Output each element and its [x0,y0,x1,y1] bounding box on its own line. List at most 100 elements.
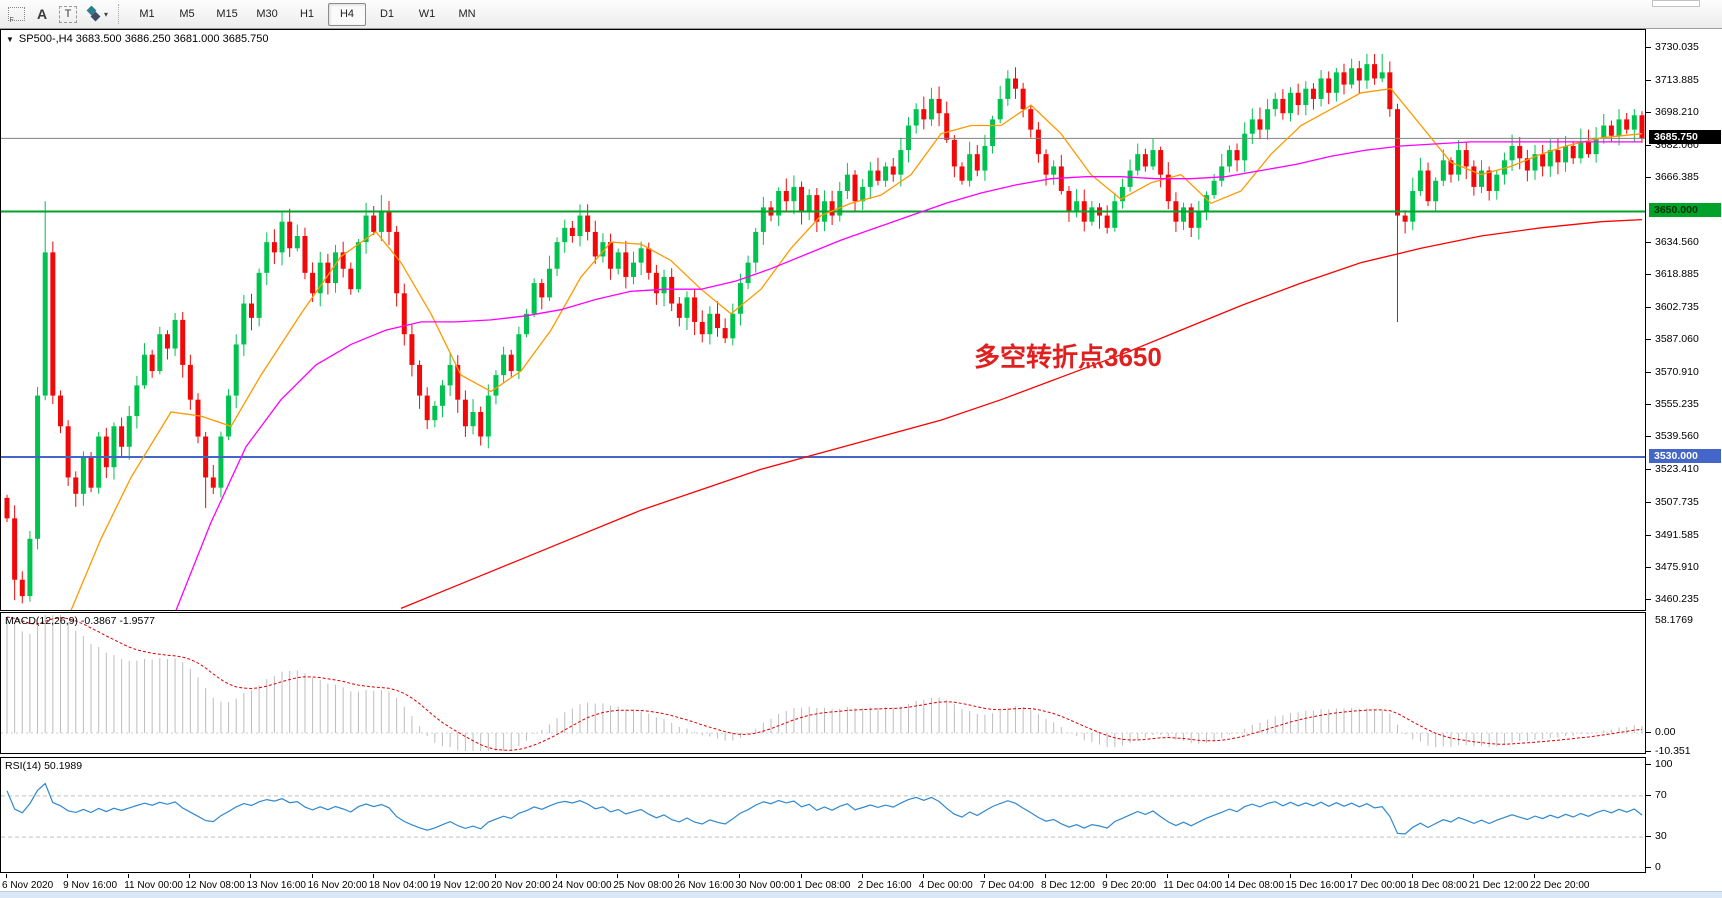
rsi-canvas[interactable] [1,758,1645,872]
price-axis-value: 3666.385 [1655,170,1699,183]
rsi-axis-tick [1646,764,1651,765]
macd-panel: MACD(12,26,9) -0.3867 -1.9577 [0,612,1646,754]
macd-label: MACD(12,26,9) -0.3867 -1.9577 [5,615,155,627]
price-axis-value: 3555.235 [1655,398,1699,411]
time-axis-tick [1167,874,1169,878]
price-axis-value: 3618.885 [1655,268,1699,281]
toolbar: F A T ▾ M1 M5 M15 M30 H1 H4 D1 W1 MN [0,0,1722,29]
medium-ma-line [175,141,1642,610]
level-price-badge: 3530.000 [1649,448,1721,463]
rsi-panel: RSI(14) 50.1989 [0,757,1646,873]
time-axis-value: 18 Nov 04:00 [368,880,429,891]
price-axis-tick [1646,404,1651,406]
symbol-ohlc-title: SP500-,H4 3683.500 3686.250 3681.000 368… [18,33,269,45]
dropdown-caret-icon: ▾ [104,9,109,19]
timeframe-button-m15[interactable]: M15 [216,8,238,20]
timeframe-button-h4[interactable]: H4 [328,2,367,26]
macd-axis-tick [1646,732,1651,733]
price-axis-tick [1646,46,1651,48]
timeframe-button-m5[interactable]: M5 [179,8,195,20]
shapes-dropdown-icon[interactable]: ▾ [84,3,108,25]
price-axis-tick [1646,372,1651,374]
price-axis-value: 3491.585 [1655,528,1699,541]
price-axis-tick [1646,469,1651,471]
time-axis-tick [1534,874,1535,878]
time-axis-value: 9 Nov 16:00 [63,880,118,891]
fast-ma-line [70,88,1643,610]
time-axis-value: 11 Nov 00:00 [124,880,183,891]
time-axis-tick [1106,874,1108,878]
time-axis-value: 14 Dec 08:00 [1224,880,1284,891]
time-axis-value: 2 Dec 16:00 [857,880,912,891]
chart-header: ▼ SP500-,H4 3683.500 3686.250 3681.000 3… [6,33,268,45]
text-label-icon[interactable]: T [58,3,78,25]
time-axis-value: 11 Dec 04:00 [1163,880,1223,891]
price-axis-value: 3539.560 [1655,430,1699,443]
time-axis-value: 13 Nov 16:00 [246,880,306,891]
macd-axis-tick [1646,751,1651,752]
time-axis-tick [1411,874,1413,878]
price-axis-value: 3523.410 [1655,463,1699,476]
rsi-axis-value: 100 [1655,758,1673,770]
current-price-badge: 3685.750 [1649,130,1721,145]
timeframe-button-w1[interactable]: W1 [418,8,436,20]
symbol-dropdown-icon[interactable]: ▼ [6,34,14,44]
font-icon[interactable]: A [36,6,48,22]
macd-canvas[interactable] [1,613,1645,753]
price-axis-value: 3587.060 [1655,333,1699,346]
time-axis-tick [372,874,374,878]
price-axis-tick [1646,176,1651,178]
price-axis-tick [1646,242,1651,244]
time-axis-tick [1472,874,1474,878]
chart-grip-f-letter: F [9,17,14,24]
rsi-label: RSI(14) 50.1989 [5,760,83,772]
time-axis-tick [1045,874,1047,878]
time-axis-value: 8 Dec 12:00 [1041,880,1095,891]
time-axis-tick [739,874,741,878]
price-axis[interactable]: 3730.035 3713.885 3698.210 3682.060 3666.385… [1646,29,1722,874]
time-axis-tick [250,874,252,878]
time-axis-tick [556,874,558,878]
time-axis-value: 30 Nov 00:00 [735,880,795,891]
time-axis-value: 25 Nov 08:00 [613,880,673,891]
time-axis-tick [189,874,191,878]
price-axis-tick [1646,436,1651,438]
price-chart-panel: ▼ SP500-,H4 3683.500 3686.250 3681.000 3… [0,29,1646,611]
price-axis-value: 3570.910 [1655,366,1699,379]
time-axis-value: 17 Dec 00:00 [1346,880,1407,891]
price-chart-canvas[interactable] [1,30,1645,610]
time-axis-value: 20 Nov 20:00 [490,880,551,891]
timeframe-button-m1[interactable]: M1 [139,8,155,20]
time-axis-value: 15 Dec 16:00 [1285,880,1346,891]
timeframe-button-m30[interactable]: M30 [256,8,278,20]
time-axis-value: 22 Dec 20:00 [1530,880,1590,891]
window-corner-fragment [1652,0,1700,7]
timeframe-button-h1[interactable]: H1 [299,8,315,20]
time-axis-value: 6 Nov 2020 [2,880,54,891]
rsi-axis-tick [1646,794,1651,796]
time-axis-tick [1350,874,1352,878]
time-axis-value: 26 Nov 16:00 [674,880,734,891]
time-axis-value: 21 Dec 12:00 [1468,880,1529,891]
timeframe-button-d1[interactable]: D1 [379,8,395,20]
time-axis-tick [6,874,7,878]
price-axis-tick [1646,598,1651,600]
time-axis-tick [433,874,435,878]
toolbar-separator [118,4,120,24]
price-axis-value: 3475.910 [1655,560,1699,573]
time-axis-tick [922,874,924,878]
time-axis-tick [617,874,619,878]
time-axis-tick [678,874,680,878]
time-axis-tick [311,874,313,878]
timeframe-button-group: M1 M5 M15 M30 H1 H4 D1 W1 MN [127,2,487,26]
timeframe-button-mn[interactable]: MN [458,8,476,20]
chart-annotation-text: 多空转折点3650 [974,342,1162,372]
chart-grip-f-icon[interactable]: F [6,3,26,25]
price-axis-value: 3730.035 [1655,40,1699,53]
rsi-axis-tick [1646,836,1651,838]
time-axis-tick [983,874,985,878]
time-axis-tick [128,874,130,878]
price-axis-tick [1646,566,1651,568]
price-axis-tick [1646,111,1651,113]
price-axis-tick [1646,501,1651,503]
